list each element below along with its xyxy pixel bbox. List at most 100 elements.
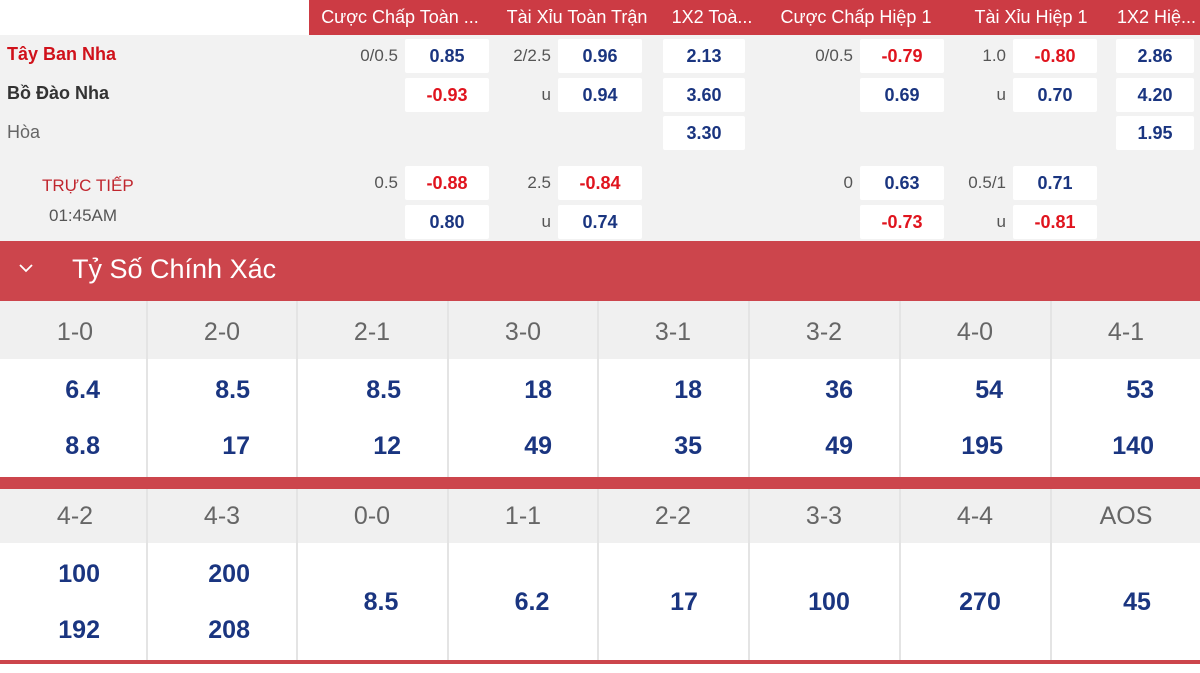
score-label: AOS xyxy=(1099,502,1153,530)
score-odd-away[interactable]: 35 xyxy=(674,432,702,460)
score-odd-home[interactable]: 8.5 xyxy=(215,376,250,404)
col-divider xyxy=(447,489,449,660)
alt-ou-line: 2.5 xyxy=(527,173,551,192)
col-divider xyxy=(748,301,750,477)
h1-ou-under-label: u xyxy=(996,85,1006,104)
x12-home-odd[interactable]: 2.13 xyxy=(663,39,745,73)
alt-hdp-home-odd[interactable]: -0.88 xyxy=(405,166,489,200)
score-odd-away[interactable]: 49 xyxy=(524,432,552,460)
odds-header-bar xyxy=(309,0,1200,35)
live-label: TRỰC TIẾP xyxy=(42,176,134,195)
header-handicap-full[interactable]: Cược Chấp Toàn ... xyxy=(321,7,479,27)
h1-ou-under-odd[interactable]: 0.70 xyxy=(1013,78,1097,112)
chevron-down-icon[interactable] xyxy=(18,262,34,274)
score-odd-draw[interactable]: 270 xyxy=(959,588,1001,616)
alt-h1-hdp-home-odd[interactable]: 0.63 xyxy=(860,166,944,200)
correct-score-title: Tỷ Số Chính Xác xyxy=(72,254,277,284)
h1-hdp-home-odd[interactable]: -0.79 xyxy=(860,39,944,73)
score-label: 4-0 xyxy=(956,318,994,346)
alt-hdp-line: 0.5 xyxy=(374,173,398,192)
header-handicap-h1[interactable]: Cược Chấp Hiệp 1 xyxy=(780,7,932,27)
odds-header: Cược Chấp Toàn ... Tài Xỉu Toàn Trận 1X2… xyxy=(0,0,1200,35)
score-odd-away[interactable]: 8.8 xyxy=(65,432,100,460)
header-1x2-full[interactable]: 1X2 Toà... xyxy=(671,7,753,27)
hdp-away-odd[interactable]: -0.93 xyxy=(405,78,489,112)
score-label: 4-4 xyxy=(956,502,994,530)
ou-under-odd[interactable]: 0.94 xyxy=(558,78,642,112)
score-odd-away[interactable]: 17 xyxy=(222,432,250,460)
score-label: 2-2 xyxy=(654,502,692,530)
score-odd-away[interactable]: 192 xyxy=(58,616,100,644)
alt-hdp-away-odd[interactable]: 0.80 xyxy=(405,205,489,239)
score-odd-away[interactable]: 12 xyxy=(373,432,401,460)
x12-away-odd[interactable]: 3.60 xyxy=(663,78,745,112)
col-divider xyxy=(1050,301,1052,477)
score-label: 4-2 xyxy=(56,502,94,530)
score-label: 4-3 xyxy=(203,502,241,530)
score-odd-draw[interactable]: 100 xyxy=(808,588,850,616)
ou-over-odd[interactable]: 0.96 xyxy=(558,39,642,73)
score-label: 3-0 xyxy=(504,318,542,346)
header-1x2-h1[interactable]: 1X2 Hiệ... xyxy=(1116,7,1197,27)
ou-under-label: u xyxy=(541,85,551,104)
draw-label: Hòa xyxy=(7,122,41,142)
score-label: 3-1 xyxy=(654,318,692,346)
score-label: 3-3 xyxy=(805,502,843,530)
ou-line: 2/2.5 xyxy=(513,46,551,65)
score-odd-home[interactable]: 36 xyxy=(825,376,853,404)
col-divider xyxy=(296,489,298,660)
h1-x12-away-odd[interactable]: 4.20 xyxy=(1116,78,1194,112)
alt-h1-ou-line: 0.5/1 xyxy=(968,173,1006,192)
alt-h1-ou-under-label: u xyxy=(996,212,1006,231)
score-odd-away[interactable]: 49 xyxy=(825,432,853,460)
odds-table: Cược Chấp Toàn ... Tài Xỉu Toàn Trận 1X2… xyxy=(0,0,1200,241)
x12-draw-odd[interactable]: 3.30 xyxy=(663,116,745,150)
score-odd-home[interactable]: 200 xyxy=(208,560,250,588)
col-divider xyxy=(597,489,599,660)
col-divider xyxy=(296,301,298,477)
score-odd-home[interactable]: 6.4 xyxy=(65,376,100,404)
team-home: Tây Ban Nha xyxy=(7,44,117,64)
alt-ou-under-odd[interactable]: 0.74 xyxy=(558,205,642,239)
team-away: Bồ Đào Nha xyxy=(7,83,110,103)
h1-hdp-line: 0/0.5 xyxy=(815,46,853,65)
score-label: 1-0 xyxy=(56,318,94,346)
score-odd-away[interactable]: 208 xyxy=(208,616,250,644)
score-odd-home[interactable]: 100 xyxy=(58,560,100,588)
score-label: 2-1 xyxy=(353,318,391,346)
alt-ou-over-odd[interactable]: -0.84 xyxy=(558,166,642,200)
score-odd-away[interactable]: 140 xyxy=(1112,432,1154,460)
score-odd-home[interactable]: 18 xyxy=(524,376,552,404)
h1-x12-home-odd[interactable]: 2.86 xyxy=(1116,39,1194,73)
score-odd-home[interactable]: 54 xyxy=(975,376,1003,404)
h1-x12-draw-odd[interactable]: 1.95 xyxy=(1116,116,1194,150)
h1-ou-over-odd[interactable]: -0.80 xyxy=(1013,39,1097,73)
h1-ou-line: 1.0 xyxy=(982,46,1006,65)
score-label: 0-0 xyxy=(353,502,391,530)
alt-h1-ou-over-odd[interactable]: 0.71 xyxy=(1013,166,1097,200)
score-label: 3-2 xyxy=(805,318,843,346)
header-overunder-full[interactable]: Tài Xỉu Toàn Trận xyxy=(506,7,648,27)
hdp-line: 0/0.5 xyxy=(360,46,398,65)
h1-hdp-away-odd[interactable]: 0.69 xyxy=(860,78,944,112)
score-odd-draw[interactable]: 8.5 xyxy=(363,588,399,616)
score-header-row-2 xyxy=(0,489,1200,543)
score-odd-home[interactable]: 53 xyxy=(1126,376,1154,404)
score-odd-away[interactable]: 195 xyxy=(961,432,1003,460)
col-divider xyxy=(748,489,750,660)
col-divider xyxy=(899,489,901,660)
score-odd-draw[interactable]: 17 xyxy=(670,588,698,616)
score-odd-draw[interactable]: 6.2 xyxy=(514,588,550,616)
score-label: 1-1 xyxy=(504,502,542,530)
score-values-row-2 xyxy=(0,543,1200,660)
alt-h1-ou-under-odd[interactable]: -0.81 xyxy=(1013,205,1097,239)
alt-h1-hdp-away-odd[interactable]: -0.73 xyxy=(860,205,944,239)
score-values-row-1 xyxy=(0,359,1200,477)
correct-score-bar[interactable] xyxy=(0,241,1200,301)
header-overunder-h1[interactable]: Tài Xỉu Hiệp 1 xyxy=(974,7,1088,27)
score-odd-aos[interactable]: 45 xyxy=(1123,588,1151,616)
hdp-home-odd[interactable]: 0.85 xyxy=(405,39,489,73)
score-odd-home[interactable]: 18 xyxy=(674,376,702,404)
score-odd-home[interactable]: 8.5 xyxy=(366,376,401,404)
col-divider xyxy=(447,301,449,477)
